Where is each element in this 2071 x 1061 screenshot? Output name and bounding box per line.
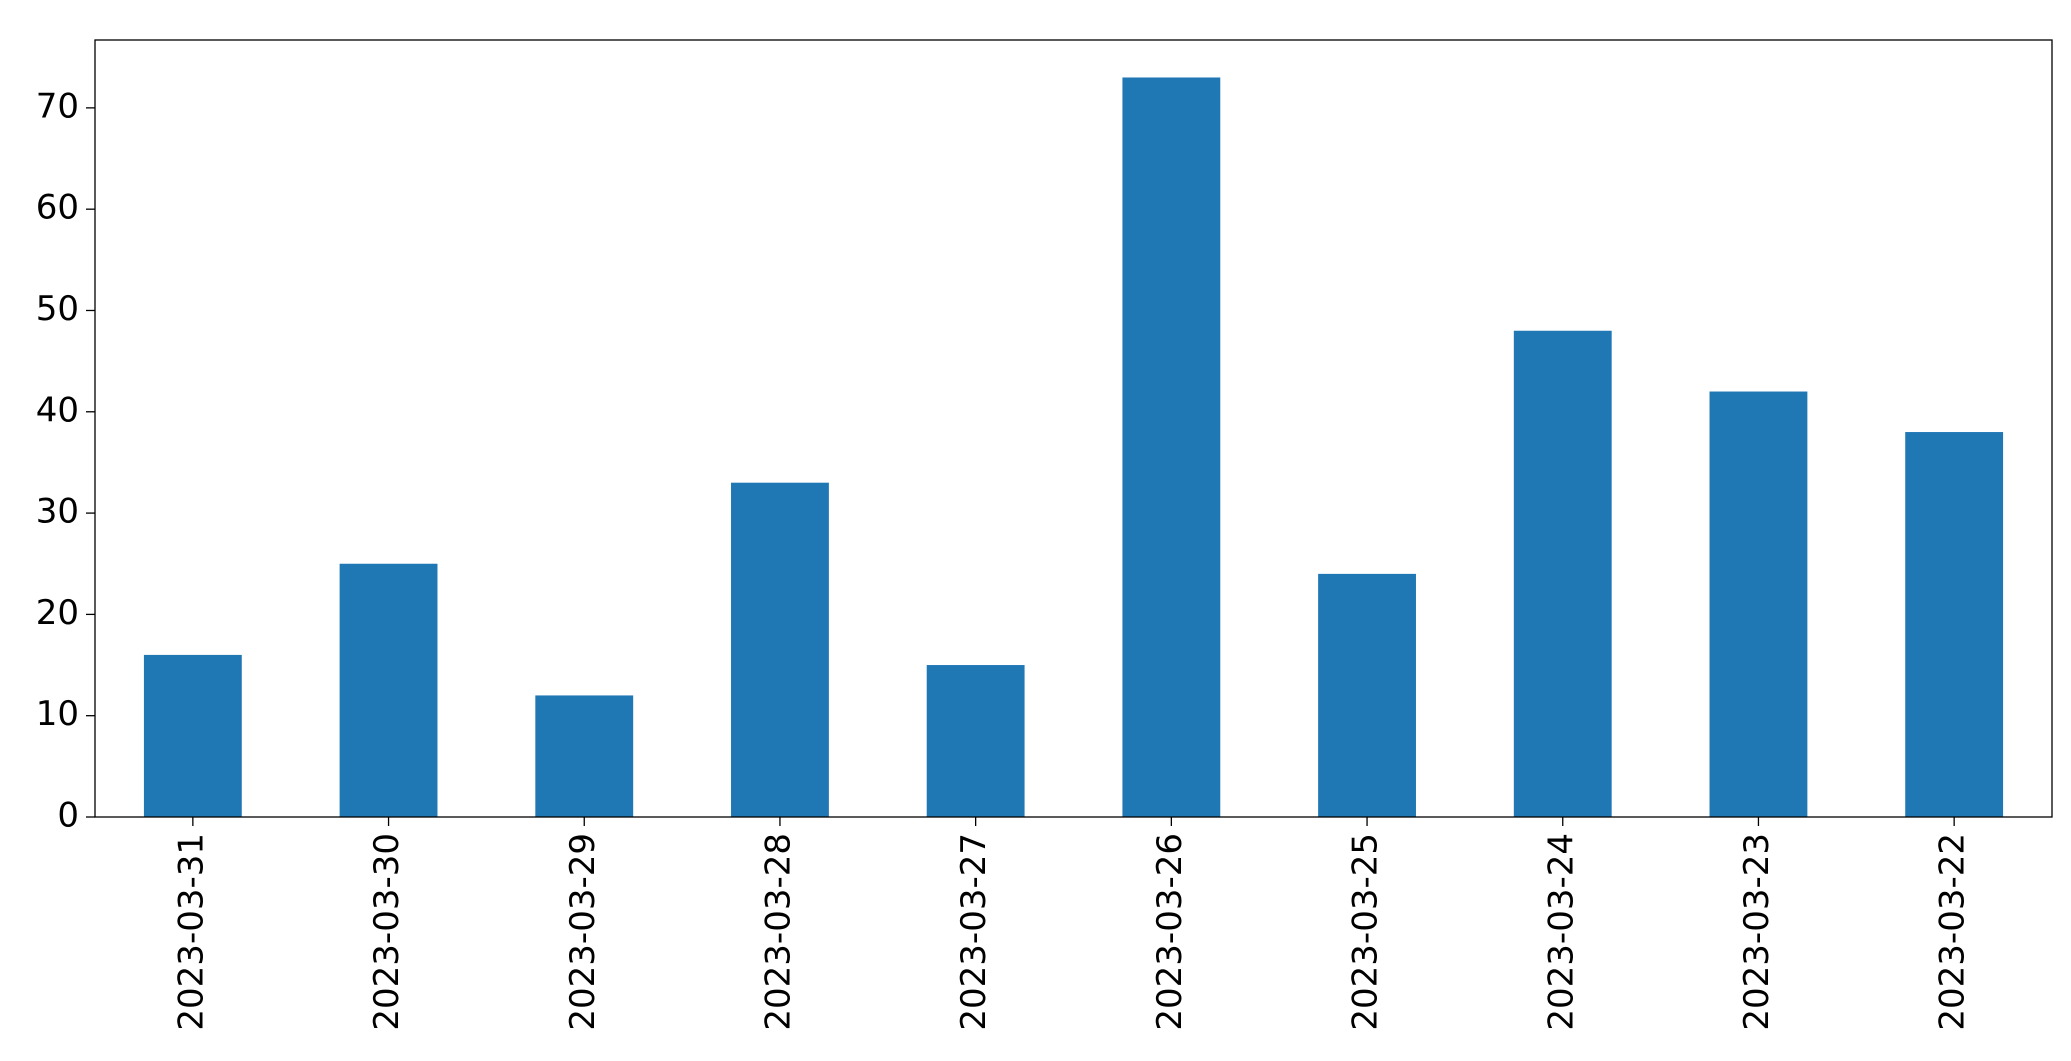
plot-frame	[94, 39, 2053, 818]
x-tick-label: 2023-03-31	[171, 833, 211, 1031]
bar	[1513, 330, 1612, 817]
bar	[143, 654, 242, 817]
bar	[926, 665, 1025, 817]
y-tick-label: 60	[36, 188, 79, 228]
y-tick-label: 20	[36, 593, 79, 633]
bar	[1905, 432, 2004, 817]
x-tick-label: 2023-03-27	[954, 833, 994, 1031]
x-tick-label: 2023-03-23	[1737, 833, 1777, 1031]
bar	[1709, 391, 1808, 817]
bar	[1318, 573, 1416, 817]
x-tick-label: 2023-03-30	[367, 833, 407, 1031]
y-tick-label: 50	[36, 289, 79, 329]
y-tick-label: 30	[36, 492, 79, 532]
bar	[535, 695, 634, 817]
bar	[339, 563, 438, 817]
y-tick-label: 0	[57, 796, 79, 836]
x-tick-label: 2023-03-24	[1541, 833, 1581, 1031]
x-tick-label: 2023-03-26	[1150, 833, 1190, 1031]
x-tick-label: 2023-03-29	[563, 833, 603, 1031]
y-tick-label: 70	[36, 86, 79, 126]
x-tick-label: 2023-03-22	[1933, 833, 1973, 1031]
bar	[1122, 77, 1221, 817]
y-tick-label: 40	[36, 390, 79, 430]
bar	[731, 482, 829, 817]
x-tick-label: 2023-03-25	[1346, 833, 1386, 1031]
x-tick-label: 2023-03-28	[758, 833, 798, 1031]
y-tick-label: 10	[36, 694, 79, 734]
